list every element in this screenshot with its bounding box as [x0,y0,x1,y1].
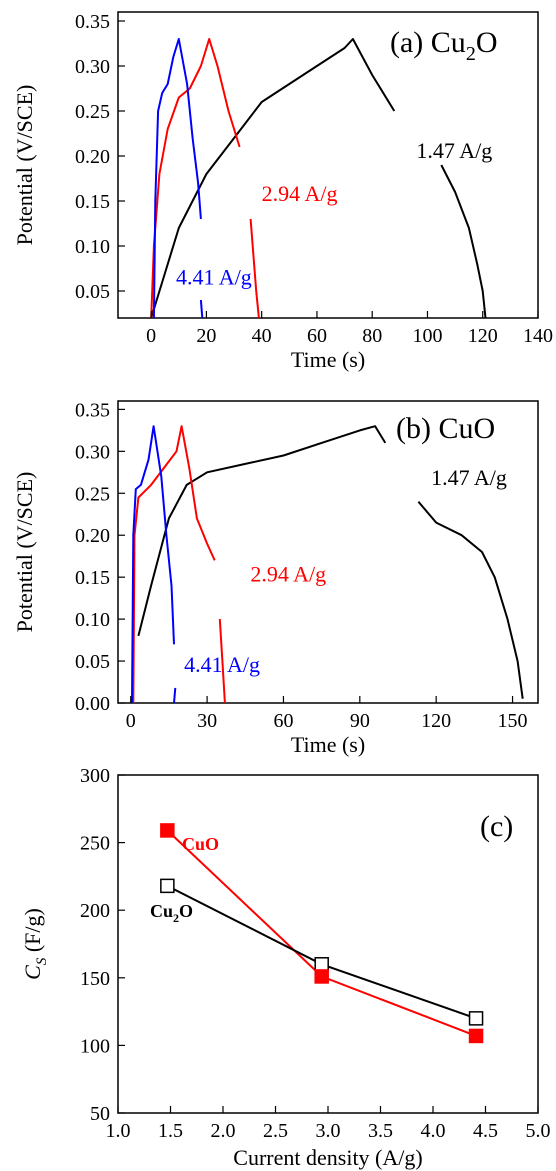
y-tick-label: 0.00 [75,693,110,715]
y-tick-label: 50 [90,1103,110,1125]
x-tick-label: 20 [196,325,216,347]
legend-label-cuo: CuO [182,834,219,854]
x-tick-label: 90 [350,710,370,732]
x-tick-label: 2.0 [211,1120,236,1142]
series-label-2-94: 2.94 A/g [262,181,338,206]
plot-frame [117,11,539,319]
ticks-layer: 1.0 1.5 2.0 2.5 3.0 3.5 4.0 4.5 5.0 50 100 150 200 25… [80,765,551,1142]
series-line [166,829,477,1037]
y-tick-label: 0.05 [75,651,110,673]
y-tick-label: 0.35 [75,11,110,33]
y-axis-label: Potential (V/SCE) [12,472,37,633]
series-label-4-41: 4.41 A/g [184,652,260,677]
series-label-2-94: 2.94 A/g [250,561,326,586]
series-layer [131,425,524,704]
ticks-layer: 0 30 60 90 120 150 0.00 0.05 0.10 0.15 0.20 0.25 0.3… [75,399,528,732]
series-label-4-41: 4.41 A/g [176,265,252,290]
series-line [199,299,204,319]
y-tick-label: 150 [80,968,110,990]
panel-title: (c) [480,810,513,843]
y-tick-label: 300 [80,765,110,787]
y-tick-label: 0.10 [75,609,110,631]
data-point-marker [468,1011,484,1026]
y-tick-label: 200 [80,900,110,922]
y-tick-label: 0.15 [75,191,110,213]
plot-frame [117,400,539,704]
y-tick-label: 250 [80,833,110,855]
series-line [152,38,202,319]
panel-title: (a) Cu2O [390,26,497,65]
x-tick-label: 30 [197,710,217,732]
data-point-marker [468,1028,484,1044]
x-tick-label: 1.5 [158,1120,183,1142]
y-tick-label: 100 [80,1035,110,1057]
legend-label-cu2o: Cu2O [150,901,193,925]
series-layer [150,38,487,319]
y-tick-label: 0.35 [75,399,110,421]
x-tick-label: 1.0 [106,1120,131,1142]
y-axis-label: CS (F/g) [20,908,50,980]
panel-title: (b) CuO [396,412,495,445]
x-tick-label: 150 [498,710,528,732]
series-line [417,501,524,699]
y-tick-label: 0.25 [75,101,110,123]
x-tick-label: 4.5 [473,1120,498,1142]
panel-b-cuo: 0 30 60 90 120 150 0.00 0.05 0.10 0.15 0.20 0.25 0.3… [12,399,539,757]
y-tick-label: 0.10 [75,236,110,258]
x-tick-label: 4.0 [421,1120,446,1142]
series-line [249,218,260,319]
series-line [132,425,216,704]
x-tick-label: 80 [362,325,382,347]
data-point-marker [314,969,329,984]
x-tick-label: 0 [146,325,156,347]
x-tick-label: 5.0 [526,1120,551,1142]
data-point-marker [314,957,329,972]
panel-a-cu2o: 0 20 40 60 80 100 120 140 0.05 0.10 0.15 0.20 0.25 0.… [12,11,553,372]
series-line [218,619,226,704]
x-tick-label: 0 [126,710,136,732]
x-tick-label: 120 [468,325,498,347]
data-point-marker [160,823,175,838]
x-tick-label: 140 [523,325,553,347]
y-tick-label: 0.20 [75,525,110,547]
y-tick-label: 0.30 [75,56,110,78]
x-tick-label: 60 [307,325,327,347]
y-tick-label: 0.20 [75,146,110,168]
series-line [440,164,487,319]
x-tick-label: 3.5 [368,1120,393,1142]
panel-c-capacitance: 1.0 1.5 2.0 2.5 3.0 3.5 4.0 4.5 5.0 50 100 150 200 25… [20,765,551,1170]
ticks-layer: 0 20 40 60 80 100 120 140 0.05 0.10 0.15 0.20 0.25 0.… [75,11,553,347]
plot-frame [117,774,539,1114]
series-line [137,425,387,637]
x-tick-label: 40 [252,325,272,347]
x-axis-label: Time (s) [291,732,365,757]
series-line [166,885,477,1020]
data-point-marker [160,878,175,894]
series-line [173,687,177,704]
y-tick-label: 0.30 [75,441,110,463]
x-tick-label: 60 [273,710,293,732]
series-layer [160,823,484,1044]
x-tick-label: 2.5 [263,1120,288,1142]
series-label-1-47: 1.47 A/g [416,138,492,163]
x-axis-label: Time (s) [291,347,365,372]
series-line [150,38,396,319]
x-axis-label: Current density (A/g) [233,1145,422,1170]
x-tick-label: 100 [412,325,442,347]
y-tick-label: 0.05 [75,281,110,303]
series-line [150,38,241,319]
y-axis-label: Potential (V/SCE) [12,85,37,246]
x-tick-label: 3.0 [316,1120,341,1142]
x-tick-label: 120 [421,710,451,732]
y-tick-label: 0.25 [75,483,110,505]
series-line [131,425,175,704]
y-tick-label: 0.15 [75,567,110,589]
series-label-1-47: 1.47 A/g [431,465,507,490]
